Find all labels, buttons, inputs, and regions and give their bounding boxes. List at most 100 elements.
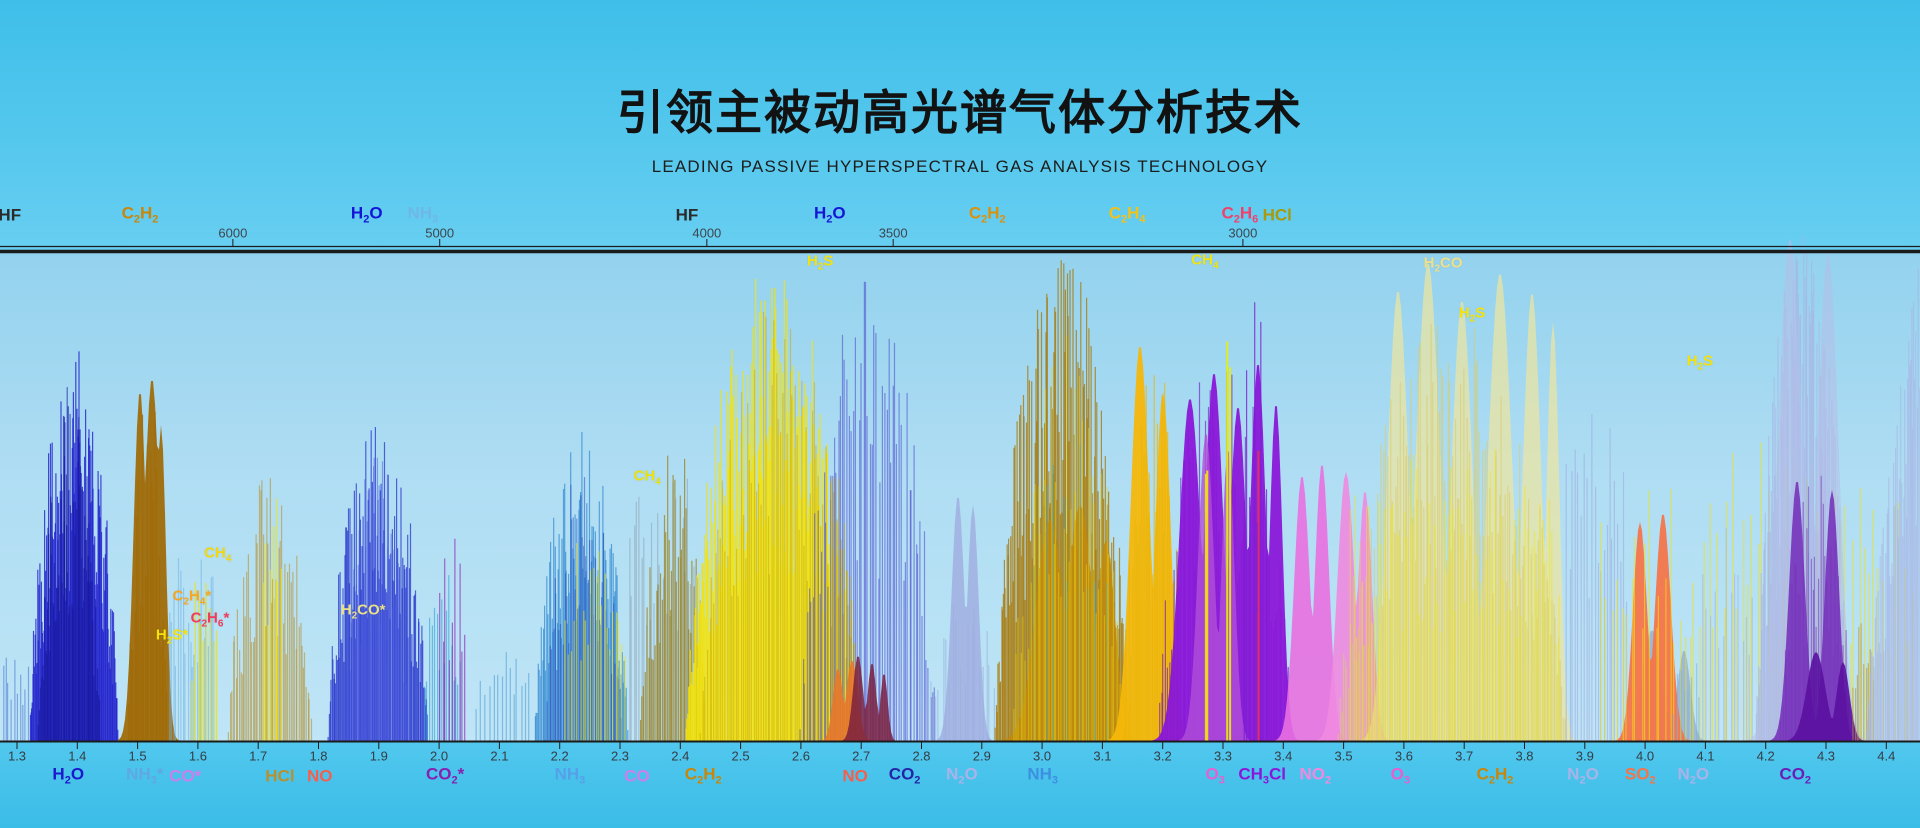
spectral-band-lines bbox=[263, 498, 282, 741]
spectral-band-blob bbox=[931, 498, 997, 741]
bottom-gas-label: N2O bbox=[1567, 764, 1599, 787]
wavelength-tick-label: 4.4 bbox=[1877, 748, 1896, 764]
page-subtitle: LEADING PASSIVE HYPERSPECTRAL GAS ANALYS… bbox=[651, 157, 1269, 176]
bottom-gas-label: N2O bbox=[946, 764, 978, 787]
top-gas-label: C2H2 bbox=[968, 203, 1006, 226]
wavelength-tick-label: 2.5 bbox=[731, 748, 750, 764]
wavelength-tick-label: 1.8 bbox=[309, 748, 328, 764]
bottom-gas-label: NO bbox=[842, 766, 868, 786]
bottom-gas-label: CO2 bbox=[1779, 764, 1812, 787]
inner-gas-label: H2CO* bbox=[340, 601, 386, 622]
bottom-gas-label: HCl bbox=[265, 766, 295, 786]
spectral-band-lines bbox=[1123, 375, 1182, 741]
spectral-band-blob bbox=[1310, 472, 1395, 741]
spectral-band-blob bbox=[1764, 482, 1862, 741]
inner-gas-label: C2H6* bbox=[190, 609, 230, 630]
spectral-band-blob bbox=[1610, 514, 1696, 741]
spectral-band-lines bbox=[227, 478, 313, 741]
top-gas-label: C2H4 bbox=[1108, 203, 1146, 226]
bottom-gas-label: H2O bbox=[52, 764, 85, 787]
spectral-band-lines bbox=[3, 657, 30, 741]
bottom-gas-label: SO2 bbox=[1624, 764, 1656, 787]
top-gas-label: C2H6 bbox=[1221, 203, 1259, 226]
bottom-gas-label: O3 bbox=[1390, 764, 1410, 787]
spectral-band-blob bbox=[1777, 652, 1870, 741]
inner-gas-label: C2H4* bbox=[172, 587, 212, 608]
inner-gas-label: H2S bbox=[1686, 352, 1714, 373]
inner-gas-label: H2S bbox=[806, 252, 834, 273]
wavelength-tick-label: 3.7 bbox=[1455, 748, 1474, 764]
wavelength-tick-label: 2.6 bbox=[791, 748, 810, 764]
spectral-band-lines bbox=[37, 387, 101, 741]
wavelength-tick-label: 3.4 bbox=[1274, 748, 1293, 764]
spectral-band-lines bbox=[1865, 268, 1920, 741]
inner-gas-label: H2S bbox=[1458, 304, 1486, 325]
wavelength-tick-label: 4.3 bbox=[1816, 748, 1836, 764]
top-gas-label: H2O bbox=[350, 203, 383, 226]
bottom-gas-label: O3 bbox=[1205, 764, 1225, 787]
wavelength-tick-label: 2.0 bbox=[430, 748, 449, 764]
wavelength-tick-label: 2.8 bbox=[912, 748, 931, 764]
bottom-gas-label: NH3 bbox=[1027, 764, 1059, 787]
wavelength-tick-label: 2.9 bbox=[972, 748, 991, 764]
wavelength-tick-label: 2.4 bbox=[671, 748, 690, 764]
spectral-band-lines bbox=[629, 478, 699, 741]
spectral-band-blob bbox=[1173, 434, 1255, 741]
spectral-band-lines bbox=[1204, 470, 1209, 741]
wavenumber-tick-label: 6000 bbox=[218, 225, 248, 241]
wavelength-tick-label: 1.6 bbox=[188, 748, 207, 764]
wavenumber-tick-label: 4000 bbox=[692, 225, 722, 241]
spectral-band-lines bbox=[1702, 527, 1753, 741]
wavelength-tick-label: 3.8 bbox=[1515, 748, 1534, 764]
inner-gas-label: CH4 bbox=[633, 467, 661, 488]
spectral-band-lines bbox=[799, 281, 935, 741]
bottom-gas-label: CO2* bbox=[426, 764, 465, 787]
top-gas-label: NH3 bbox=[407, 203, 439, 226]
bottom-gas-label: N2O bbox=[1677, 764, 1710, 787]
bottom-gas-label: CH3Cl bbox=[1238, 764, 1287, 787]
wavelength-tick-label: 4.0 bbox=[1636, 748, 1655, 764]
spectral-band-lines bbox=[1013, 335, 1126, 741]
wavelength-tick-label: 2.3 bbox=[610, 748, 630, 764]
page-title: 引领主被动高光谱气体分析技术 bbox=[617, 86, 1303, 139]
spectral-band-lines bbox=[127, 411, 168, 741]
spectral-band-lines bbox=[475, 652, 530, 741]
inner-gas-label: H2CO bbox=[1423, 254, 1463, 275]
wavelength-tick-label: 3.2 bbox=[1153, 748, 1172, 764]
spectral-band-lines bbox=[1349, 449, 1560, 741]
top-gas-label: HCl bbox=[1262, 205, 1292, 225]
wavelength-tick-label: 3.3 bbox=[1213, 748, 1233, 764]
wavelength-tick-label: 1.7 bbox=[249, 748, 268, 764]
wavelength-tick-label: 3.0 bbox=[1033, 748, 1052, 764]
spectral-band-lines bbox=[1226, 341, 1232, 741]
wavelength-tick-label: 4.1 bbox=[1696, 748, 1715, 764]
spectral-band-lines bbox=[191, 582, 218, 741]
top-gas-label: HF bbox=[675, 205, 699, 225]
wavenumber-tick-label: 3500 bbox=[878, 225, 908, 241]
wavenumber-tick-label: 5000 bbox=[425, 225, 455, 241]
spectral-band-lines bbox=[344, 457, 408, 741]
bottom-gas-label: NH3* bbox=[126, 764, 164, 787]
bottom-gas-label: NH3 bbox=[554, 764, 586, 787]
bottom-gas-label: CO* bbox=[169, 766, 202, 786]
spectral-band-blob bbox=[837, 656, 899, 741]
inner-gas-label: CH4 bbox=[204, 544, 232, 565]
wavelength-tick-label: 3.5 bbox=[1334, 748, 1353, 764]
wavelength-tick-label: 1.9 bbox=[369, 748, 388, 764]
wavenumber-tick-label: 3000 bbox=[1228, 225, 1258, 241]
bottom-gas-label: CO bbox=[624, 766, 650, 786]
wavelength-tick-label: 1.4 bbox=[68, 748, 87, 764]
bottom-gas-label: CO2 bbox=[888, 764, 921, 787]
spectral-band-blob bbox=[1269, 465, 1352, 741]
spectral-band-lines bbox=[564, 543, 626, 741]
inner-gas-label: CH4 bbox=[1191, 251, 1219, 272]
bottom-gas-label: C2H2 bbox=[684, 764, 722, 787]
top-gas-label: H2O bbox=[814, 203, 846, 226]
spectral-band-lines bbox=[439, 538, 466, 741]
wavelength-tick-label: 2.7 bbox=[852, 748, 871, 764]
spectral-band-lines bbox=[1243, 302, 1268, 741]
wavelength-tick-label: 3.9 bbox=[1575, 748, 1594, 764]
top-gas-label: HF bbox=[0, 205, 22, 225]
wavelength-tick-label: 1.3 bbox=[7, 748, 27, 764]
